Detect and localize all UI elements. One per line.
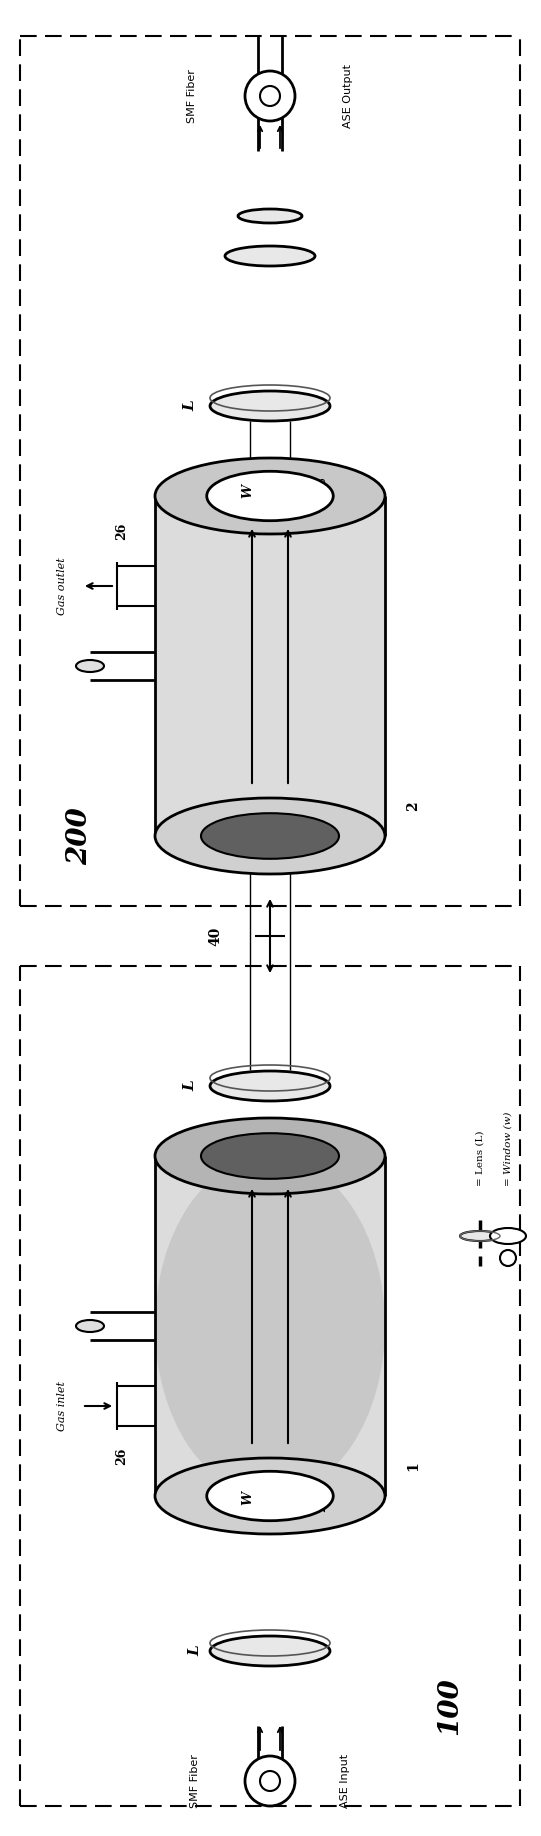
Text: 26: 26 [115,1447,129,1465]
Ellipse shape [245,1755,295,1807]
Ellipse shape [155,1118,385,1193]
Ellipse shape [490,1228,526,1245]
Ellipse shape [210,1070,330,1102]
Ellipse shape [225,246,315,266]
Ellipse shape [155,1157,385,1496]
Ellipse shape [76,1320,104,1331]
Ellipse shape [76,659,104,672]
Text: L: L [183,1081,197,1091]
Text: W: W [241,1491,254,1506]
Ellipse shape [238,209,302,222]
Ellipse shape [500,1250,516,1267]
Ellipse shape [207,472,333,521]
Text: W: W [241,485,254,498]
Ellipse shape [155,799,385,874]
Ellipse shape [210,1636,330,1665]
Ellipse shape [207,1471,333,1520]
Text: L: L [183,400,197,411]
Text: Gas outlet: Gas outlet [57,556,67,615]
Ellipse shape [201,813,339,859]
Text: ASE Input: ASE Input [340,1753,350,1808]
Ellipse shape [210,391,330,420]
Text: 200: 200 [67,808,94,865]
Text: = Lens (L): = Lens (L) [476,1131,485,1186]
Ellipse shape [155,457,385,534]
Ellipse shape [201,1133,339,1179]
Text: 1: 1 [406,1461,420,1471]
Text: SMF Fiber: SMF Fiber [187,70,197,123]
Text: = Window (w): = Window (w) [504,1111,512,1186]
Text: Gas inlet: Gas inlet [57,1381,67,1430]
Text: 100: 100 [437,1676,464,1735]
Ellipse shape [460,1230,500,1241]
Text: L: L [188,1645,202,1656]
Text: 26: 26 [115,521,129,540]
Bar [155,496,385,835]
Text: ASE Output: ASE Output [343,64,353,129]
Ellipse shape [245,72,295,121]
Text: 28: 28 [315,476,328,492]
Bar [155,1157,385,1496]
Ellipse shape [155,1458,385,1535]
Text: 40: 40 [208,927,222,946]
Text: SMF Fiber: SMF Fiber [190,1753,200,1808]
Text: 28: 28 [315,1496,328,1511]
Text: 2: 2 [406,800,420,812]
